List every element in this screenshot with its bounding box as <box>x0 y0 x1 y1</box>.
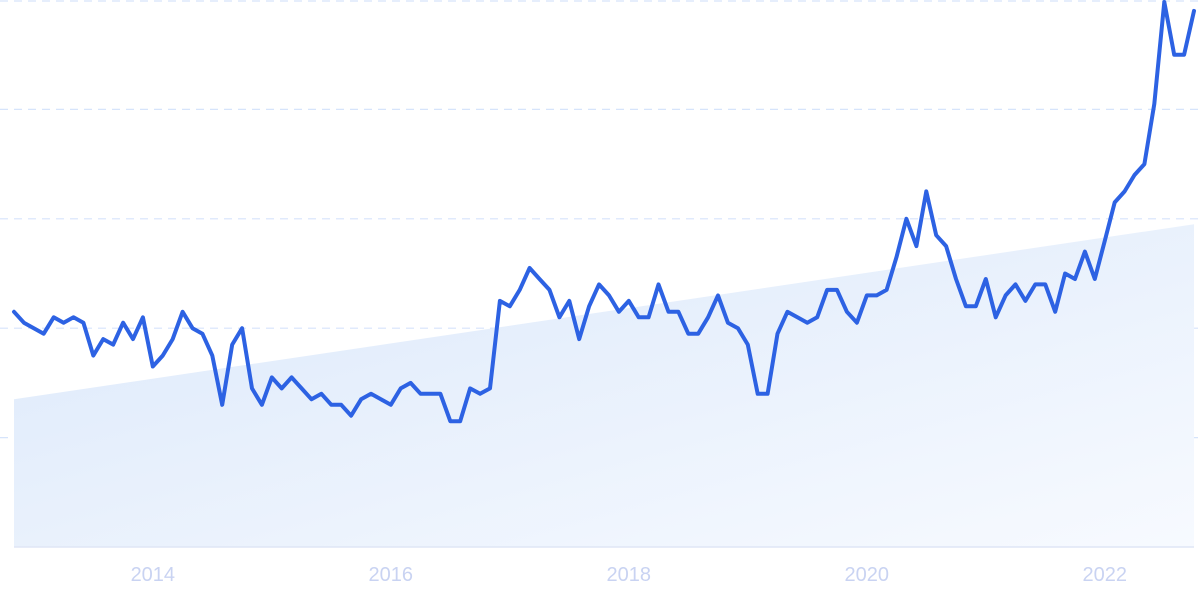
x-tick-labels: 2014 2016 2018 2020 2022 <box>131 564 1127 586</box>
x-tick-label: 2016 <box>369 564 414 586</box>
trend-area <box>14 224 1194 547</box>
x-tick-label: 2018 <box>607 564 652 586</box>
series-line <box>12 0 1196 424</box>
x-tick-label: 2014 <box>131 564 176 586</box>
x-tick-label: 2022 <box>1083 564 1128 586</box>
x-tick-label: 2020 <box>845 564 890 586</box>
